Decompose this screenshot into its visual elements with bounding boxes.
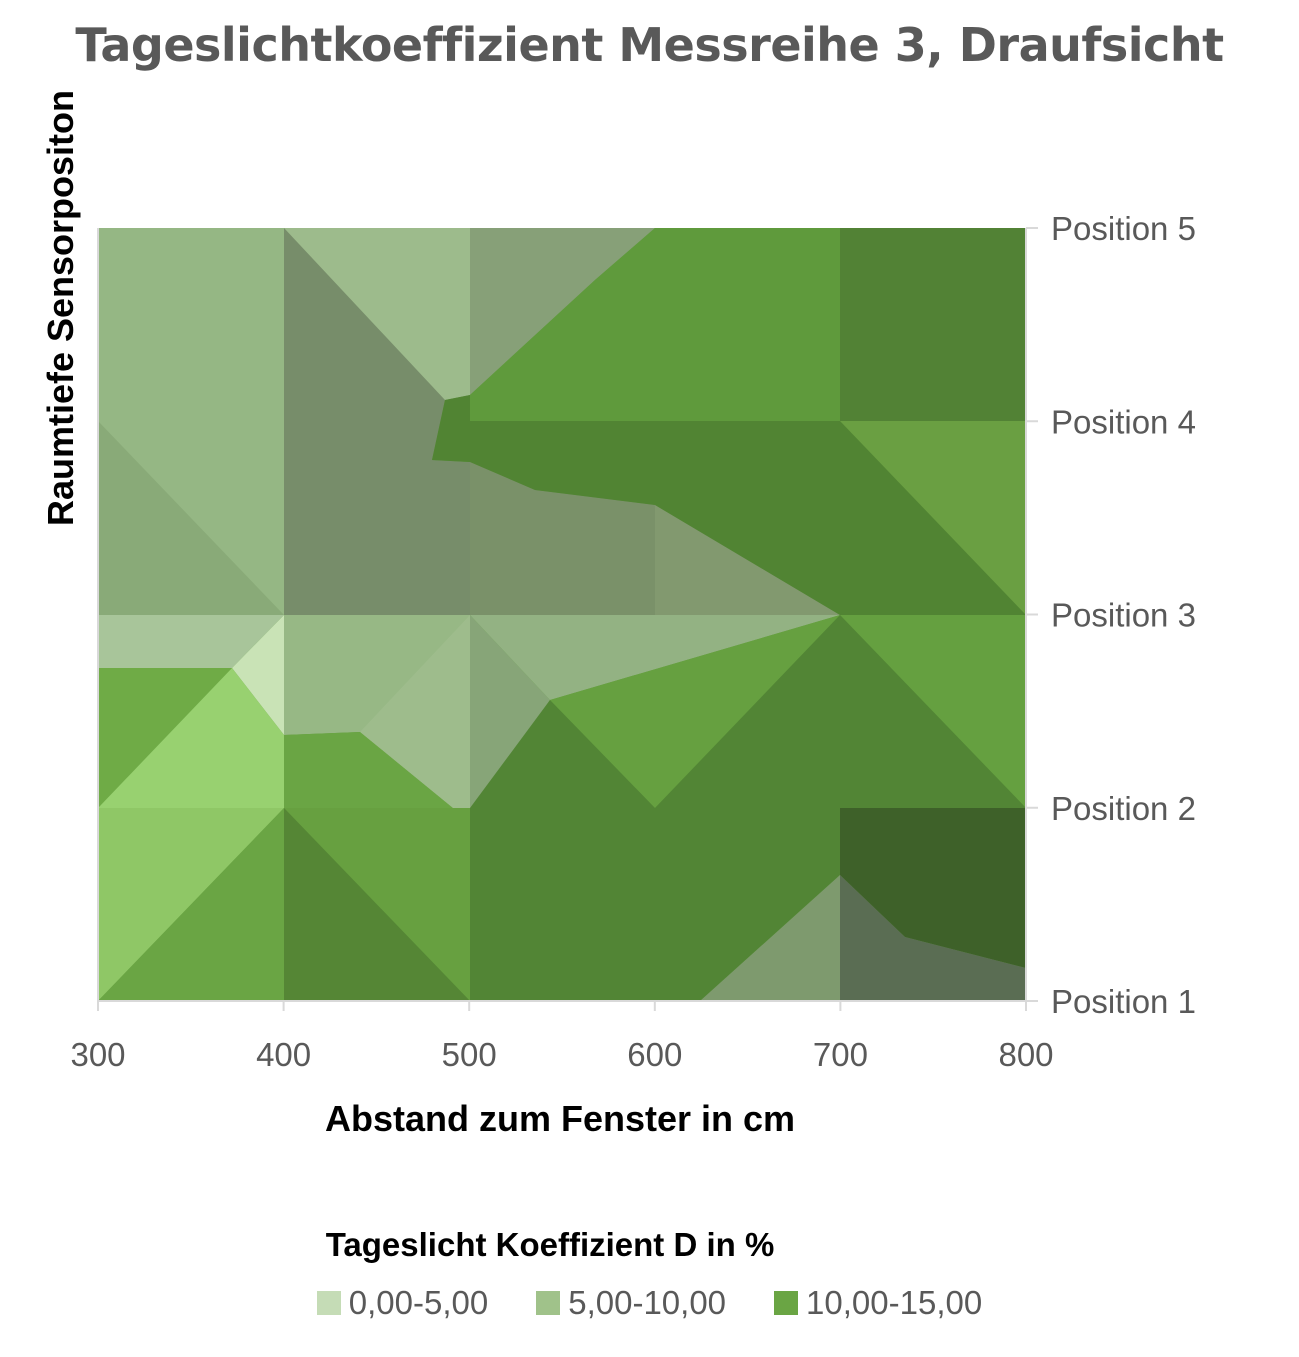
y-tick-label: Position 3 xyxy=(1051,597,1196,634)
x-tick-label: 400 xyxy=(256,1036,311,1073)
contour-region xyxy=(840,421,1026,615)
legend-item: 10,00-15,00 xyxy=(774,1284,982,1322)
x-tick-label: 800 xyxy=(998,1036,1053,1073)
contour-region xyxy=(840,808,1026,968)
contour-region xyxy=(470,615,550,822)
legend-label: 10,00-15,00 xyxy=(806,1284,983,1321)
legend-item: 0,00-5,00 xyxy=(316,1284,489,1322)
contour-region xyxy=(470,228,655,395)
contour-region xyxy=(284,808,470,1001)
chart-title: Tageslichtkoeffizient Messreihe 3, Drauf… xyxy=(75,18,1224,72)
legend-swatch xyxy=(774,1291,799,1315)
legend-swatch xyxy=(316,1291,341,1315)
legend: 0,00-5,00 5,00-10,00 10,00-15,00 xyxy=(0,1284,1299,1322)
contour-region xyxy=(284,228,470,400)
contour-region xyxy=(840,228,1026,421)
contour-region xyxy=(98,808,284,1001)
contour-region xyxy=(360,615,470,822)
legend-title: Tageslicht Koeffizient D in % xyxy=(325,1226,775,1263)
x-axis-title: Abstand zum Fenster in cm xyxy=(324,1098,796,1139)
contour-region xyxy=(840,875,1026,1001)
y-tick-label: Position 5 xyxy=(1051,210,1196,247)
contour-region xyxy=(470,808,655,1001)
contour-region xyxy=(470,615,840,700)
contour-region xyxy=(232,615,284,735)
contour-region xyxy=(655,808,840,1001)
legend-label: 5,00-10,00 xyxy=(568,1284,727,1321)
contour-region xyxy=(700,875,840,1001)
legend-swatch xyxy=(536,1291,561,1315)
contour-region xyxy=(98,421,284,615)
contour-region xyxy=(655,615,1026,808)
contour-region xyxy=(470,700,655,808)
y-tick-label: Position 2 xyxy=(1051,790,1196,827)
y-tick-label: Position 1 xyxy=(1051,983,1196,1020)
legend-label: 0,00-5,00 xyxy=(348,1284,489,1321)
x-tick-label: 700 xyxy=(813,1036,868,1073)
contour-surface xyxy=(98,228,1026,1001)
contour-region xyxy=(98,615,284,668)
contour-region xyxy=(284,732,470,822)
contour-region xyxy=(470,228,840,421)
x-tick-label: 300 xyxy=(70,1036,125,1073)
axes: 300 400 500 600 700 800 Position 1 Position 2 Po… xyxy=(70,210,1195,1073)
legend-item: 5,00-10,00 xyxy=(536,1284,726,1322)
y-axis-title: Raumtiefe Sensorpositon xyxy=(40,89,81,527)
y-tick-label: Position 4 xyxy=(1051,403,1196,440)
x-tick-label: 600 xyxy=(627,1036,682,1073)
contour-region xyxy=(470,462,655,615)
x-tick-label: 500 xyxy=(442,1036,497,1073)
contour-region xyxy=(98,668,284,808)
